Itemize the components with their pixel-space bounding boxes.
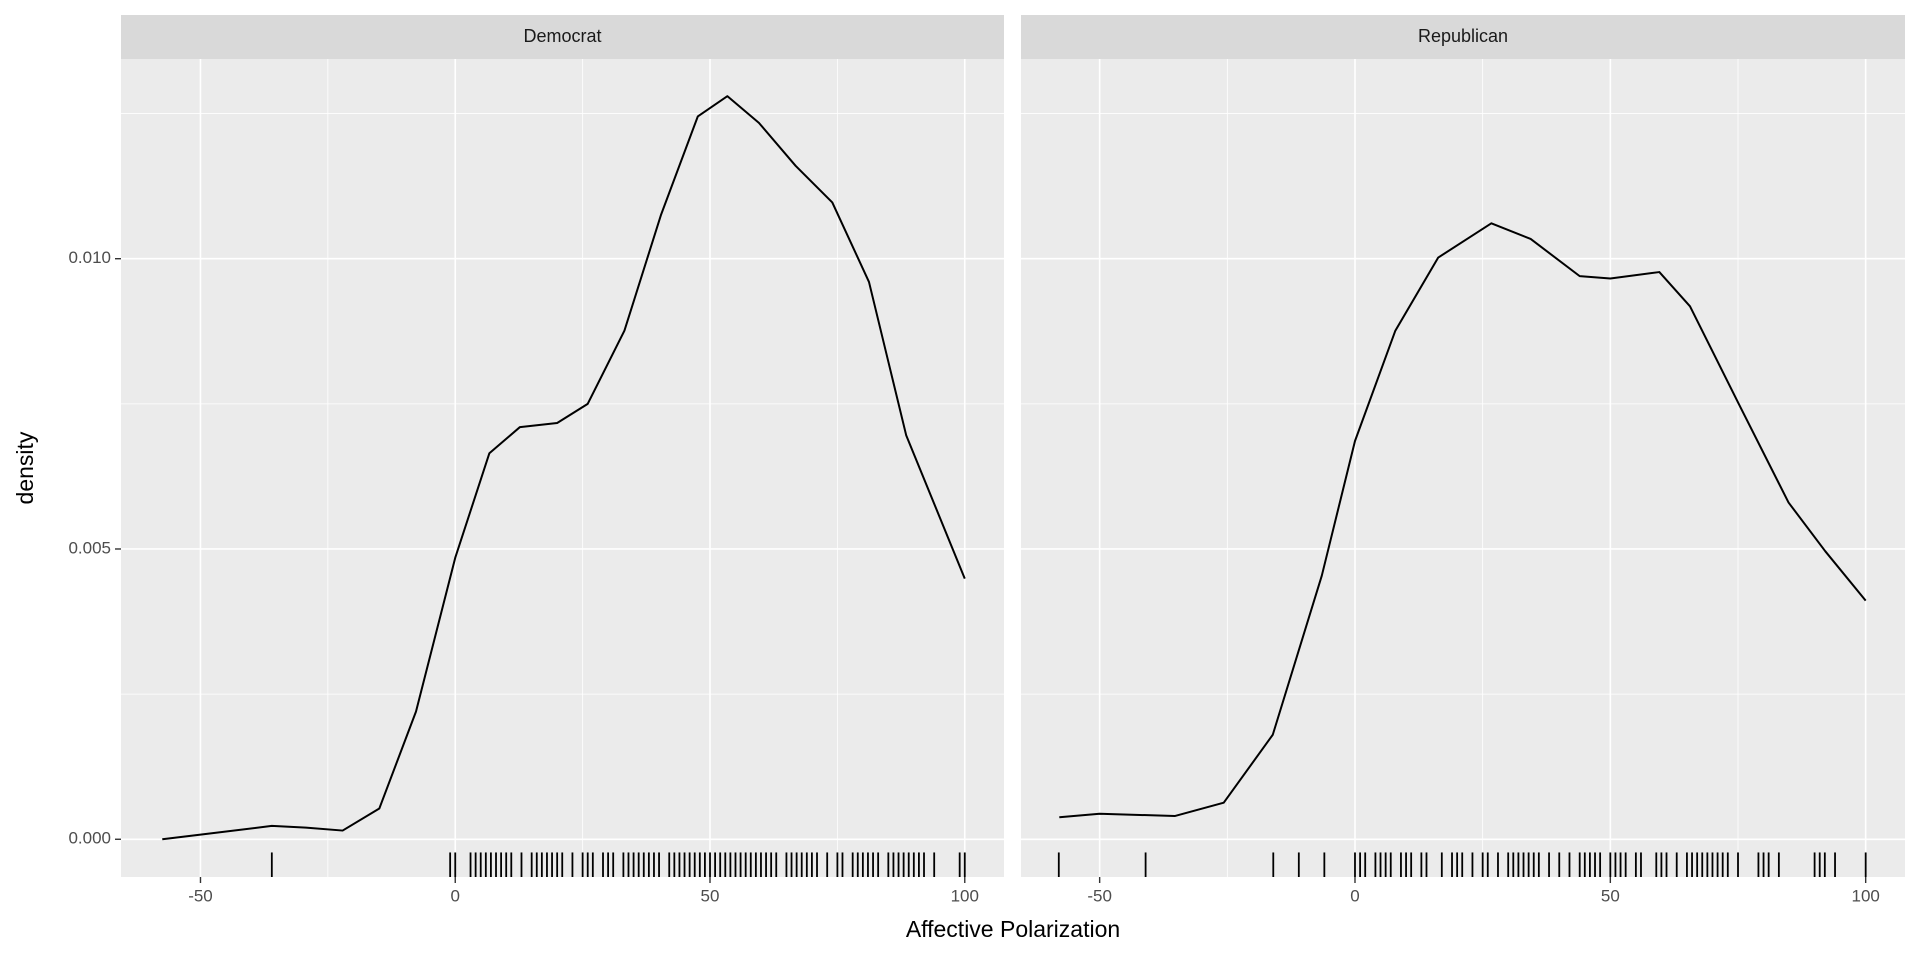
x-tick-label: 50 bbox=[701, 886, 720, 905]
x-tick-label: 50 bbox=[1601, 886, 1620, 905]
y-tick-label: 0.005 bbox=[68, 538, 111, 557]
density-line bbox=[162, 95, 966, 841]
y-tick-label: 0.000 bbox=[68, 829, 111, 848]
density-line bbox=[1059, 222, 1867, 819]
y-axis-title: density bbox=[12, 431, 38, 504]
x-tick-label: 100 bbox=[951, 886, 979, 905]
x-tick-label: -50 bbox=[1087, 886, 1112, 905]
x-tick-label: 100 bbox=[1851, 886, 1879, 905]
x-tick-label: -50 bbox=[188, 886, 213, 905]
panel-background bbox=[121, 59, 1004, 877]
x-axis-title: Affective Polarization bbox=[906, 916, 1120, 942]
strip-label: Democrat bbox=[523, 26, 601, 46]
x-tick-label: 0 bbox=[451, 886, 460, 905]
strip-label: Republican bbox=[1418, 26, 1508, 46]
x-tick-label: 0 bbox=[1350, 886, 1359, 905]
strip-background bbox=[1021, 15, 1905, 59]
y-tick-label: 0.010 bbox=[68, 248, 111, 267]
panel-background bbox=[1021, 59, 1905, 877]
strip-background bbox=[121, 15, 1004, 59]
